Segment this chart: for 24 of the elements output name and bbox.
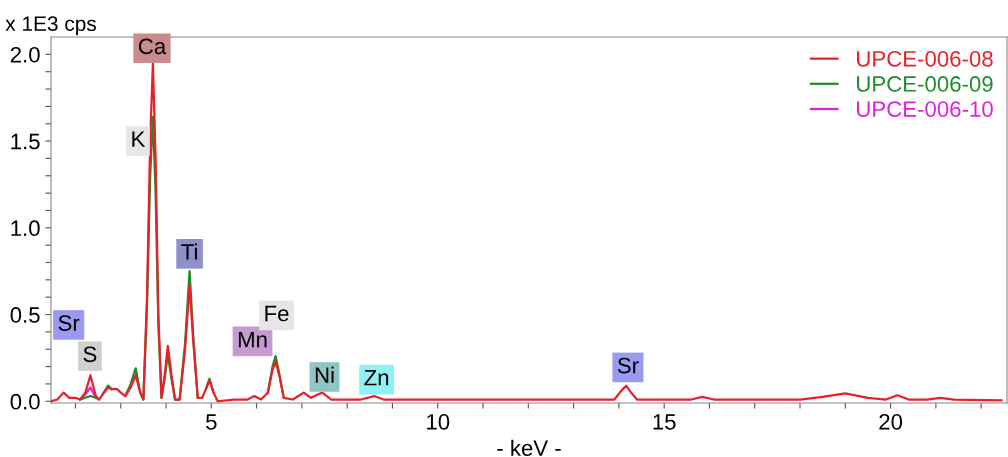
annotation: Zn <box>364 370 389 386</box>
legend-label: UPCE-006-08 <box>857 50 993 67</box>
legend-label: UPCE-006-09 <box>857 76 993 92</box>
x-tick-label: 5 <box>206 414 217 430</box>
annotation: Mn <box>238 331 267 348</box>
x-tick-label: 10 <box>427 414 450 430</box>
annotation: S <box>83 346 97 363</box>
x-tick-label: 15 <box>653 414 676 430</box>
y-axis-title: x 1E3 cps <box>5 16 96 36</box>
y-tick-label: 0.5 <box>10 307 40 323</box>
annotation: Fe <box>265 305 289 322</box>
legend-label: UPCE-006-10 <box>857 101 993 117</box>
x-axis-title: - keV - <box>497 439 561 457</box>
annotation: Sr <box>58 315 80 331</box>
x-tick-label: 20 <box>879 414 903 430</box>
y-tick-label: 1.5 <box>11 133 40 150</box>
y-tick-label: 2.0 <box>10 46 40 63</box>
annotation: Ca <box>138 38 167 55</box>
annotation: K <box>132 131 146 147</box>
annotation: Ni <box>315 366 334 383</box>
y-tick-label: 0.0 <box>10 393 40 410</box>
annotation: Sr <box>617 357 639 374</box>
annotation: Ti <box>181 243 197 260</box>
y-tick-label: 1.0 <box>11 220 40 237</box>
